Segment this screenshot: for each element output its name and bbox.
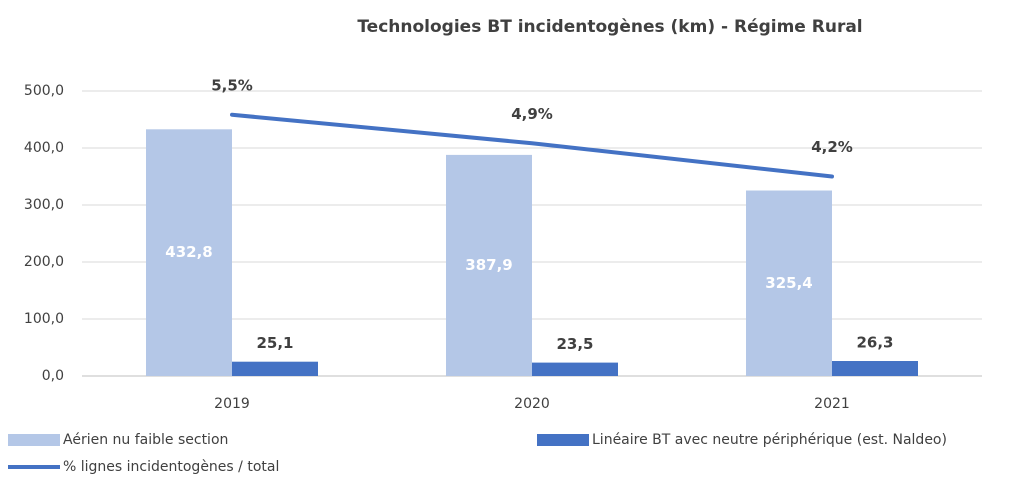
y-tick-label: 500,0	[24, 83, 64, 99]
bar	[832, 361, 918, 376]
line-value-label: 5,5%	[211, 76, 253, 94]
bar-value-label: 325,4	[765, 274, 812, 292]
y-tick-label: 100,0	[24, 311, 64, 327]
line-value-label: 4,9%	[511, 105, 553, 123]
bar-value-label: 432,8	[165, 243, 212, 261]
legend-label: Aérien nu faible section	[63, 432, 228, 448]
legend-swatch	[537, 434, 589, 446]
bar	[146, 129, 232, 376]
legend-label: Linéaire BT avec neutre périphérique (es…	[592, 432, 947, 448]
legend-swatch	[8, 434, 60, 446]
x-tick-label: 2020	[514, 396, 550, 412]
bar-value-label: 26,3	[856, 334, 893, 352]
y-tick-label: 300,0	[24, 197, 64, 213]
bar-value-label: 387,9	[465, 256, 512, 274]
y-tick-label: 0,0	[42, 368, 64, 384]
y-tick-label: 400,0	[24, 140, 64, 156]
x-tick-label: 2021	[814, 396, 850, 412]
line	[230, 112, 834, 179]
legend-label: % lignes incidentogènes / total	[63, 459, 279, 475]
y-tick-label: 200,0	[24, 254, 64, 270]
bar	[746, 190, 832, 376]
chart-title: Technologies BT incidentogènes (km) - Ré…	[357, 17, 862, 37]
x-tick-label: 2019	[214, 396, 250, 412]
bar	[446, 154, 532, 376]
bar	[532, 362, 618, 376]
bar-value-label: 23,5	[556, 335, 593, 353]
bar-value-label: 25,1	[256, 334, 293, 352]
bar	[232, 361, 318, 376]
line-value-label: 4,2%	[811, 138, 853, 156]
